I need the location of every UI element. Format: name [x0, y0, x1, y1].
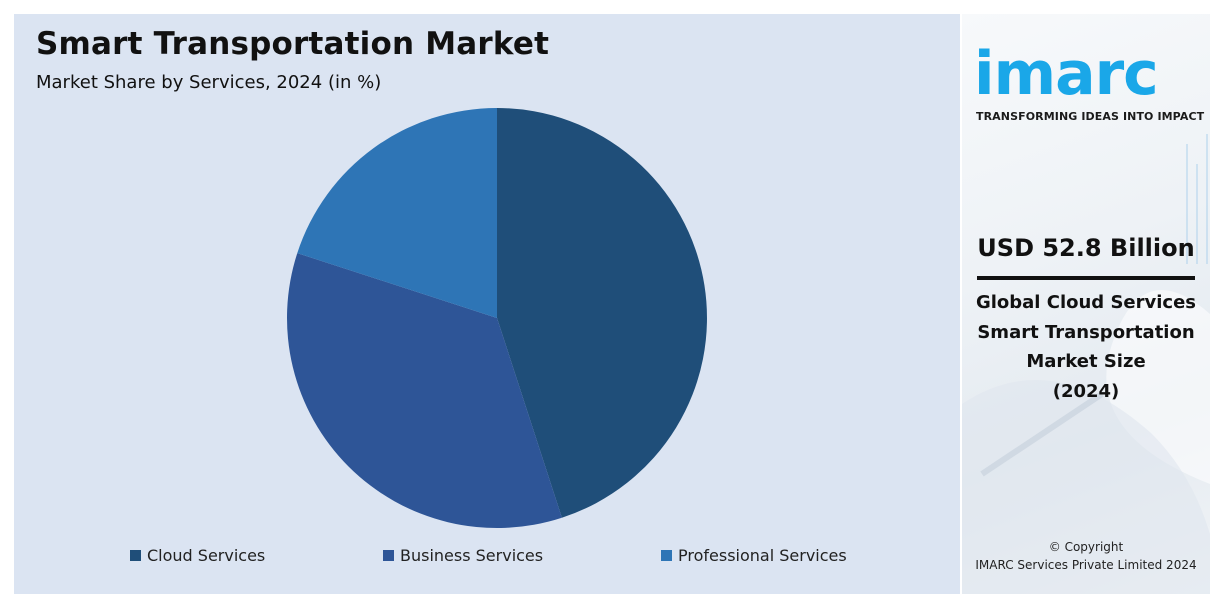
pie-slice-professional-services [297, 107, 497, 318]
legend-swatch [661, 550, 672, 561]
logo-wordmark: imarc [974, 39, 1159, 109]
stat-divider [977, 276, 1195, 280]
market-size-value: USD 52.8 Billion [977, 234, 1195, 262]
chart-panel: Smart Transportation Market Market Share… [14, 14, 960, 594]
pie-slice-cloud-services [497, 108, 707, 518]
copyright-line: IMARC Services Private Limited 2024 [975, 558, 1197, 572]
legend-swatch [130, 550, 141, 561]
legend-label: Cloud Services [147, 546, 266, 565]
market-size-label: Global Cloud Services Smart Transportati… [962, 288, 1210, 406]
pie-slice-business-services [287, 253, 562, 528]
stat-label-line: (2024) [1052, 380, 1120, 402]
legend: Cloud Services Business Services Professio… [14, 546, 960, 570]
stat-label-line: Smart Transportation [977, 321, 1195, 343]
copyright-notice: © Copyright IMARC Services Private Limit… [962, 538, 1210, 574]
stat-label-line: Global Cloud Services [975, 292, 1197, 313]
legend-swatch [383, 550, 394, 561]
legend-item-business-services: Business Services [383, 546, 543, 565]
side-panel: imarc TRANSFORMING IDEAS INTO IMPACT USD… [962, 14, 1210, 594]
legend-item-professional-services: Professional Services [661, 546, 847, 565]
background-graphic [962, 104, 1210, 594]
chart-subtitle: Market Share by Services, 2024 (in %) [36, 72, 382, 93]
pie-chart [287, 107, 707, 528]
stat-label-line: Market Size [1026, 351, 1146, 372]
logo-tagline: TRANSFORMING IDEAS INTO IMPACT [976, 110, 1205, 123]
copyright-line: © Copyright [1048, 540, 1124, 554]
legend-label: Professional Services [678, 546, 847, 565]
chart-title: Smart Transportation Market [36, 26, 550, 62]
legend-item-cloud-services: Cloud Services [130, 546, 265, 565]
imarc-logo: imarc TRANSFORMING IDEAS INTO IMPACT [974, 24, 1206, 134]
legend-label: Business Services [400, 546, 544, 565]
